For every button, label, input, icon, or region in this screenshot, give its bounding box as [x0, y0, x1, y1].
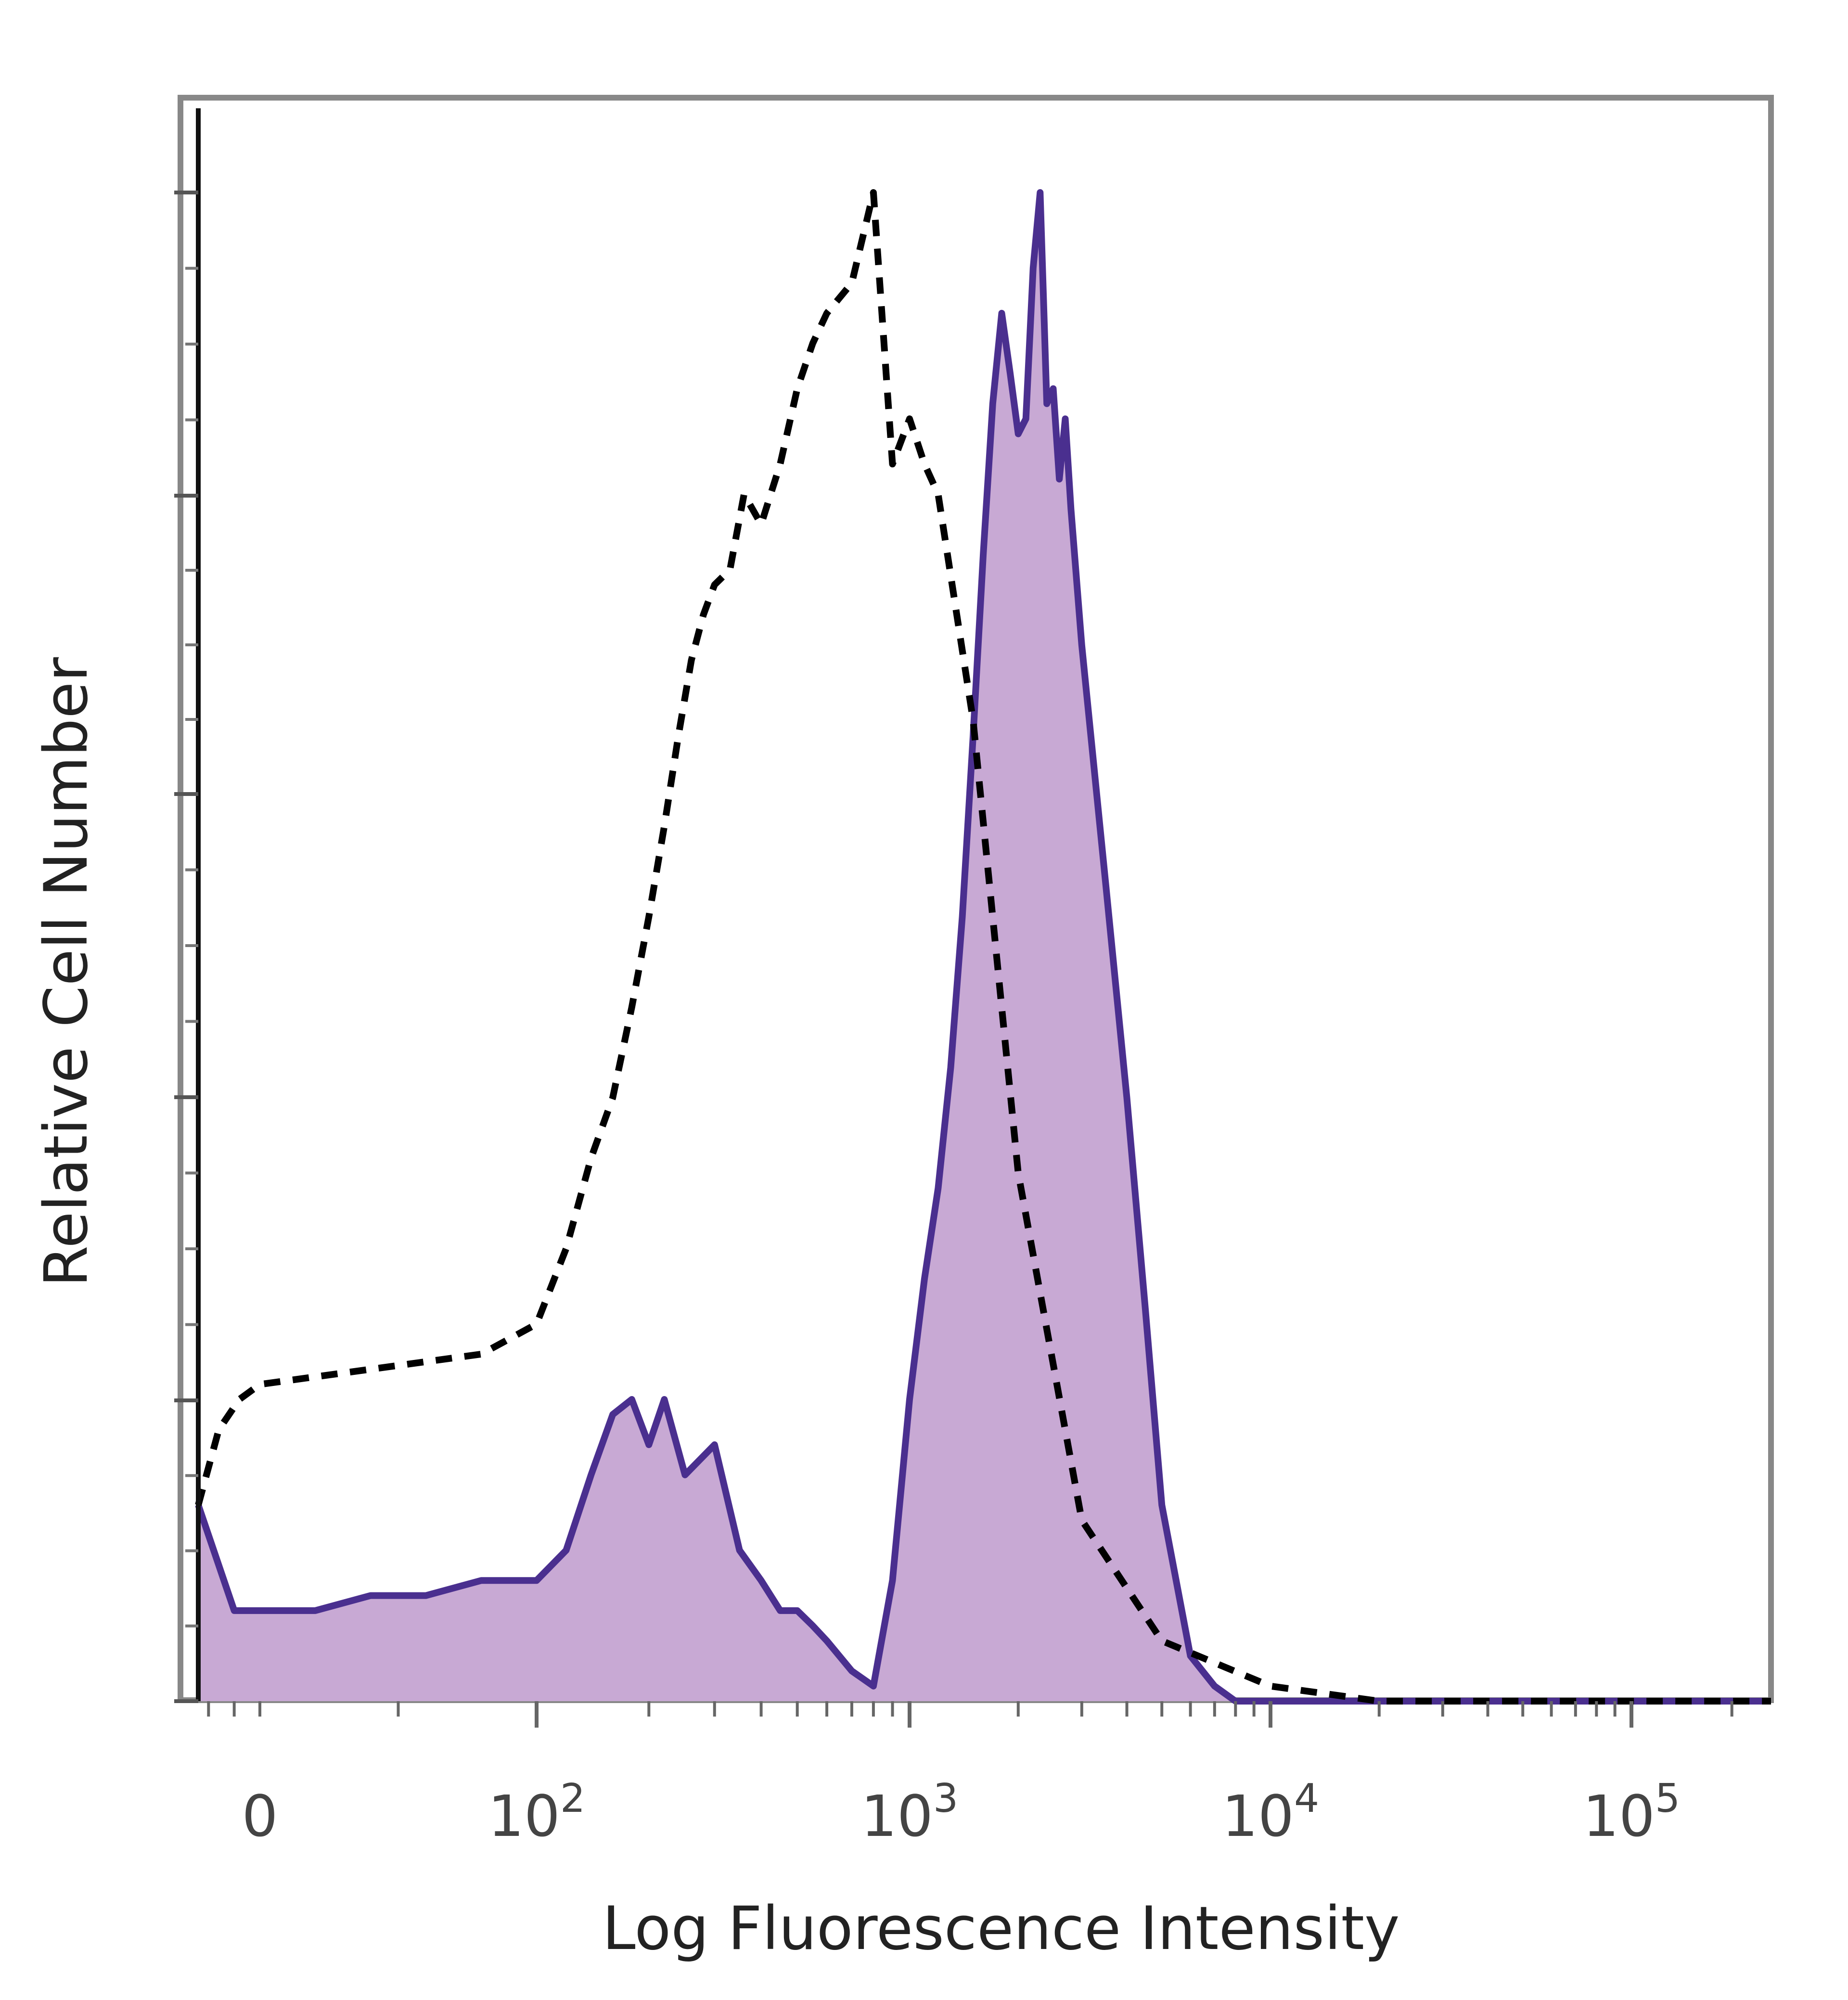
y-axis-ticks [174, 191, 198, 1703]
x-axis-ticks [207, 1701, 1733, 1728]
x-axis-tick-labels: 0 102 103 104 105 [242, 1776, 1680, 1849]
y-axis-title: Relative Cell Number [32, 657, 101, 1287]
x-tick-label: 105 [1583, 1776, 1680, 1849]
series-layer [195, 189, 1771, 1705]
x-tick-label: 104 [1222, 1776, 1319, 1849]
x-tick-label: 103 [861, 1776, 958, 1849]
stained-histogram-fill [198, 192, 1771, 1701]
x-axis-title: Log Fluorescence Intensity [603, 1894, 1400, 1963]
x-tick-label: 102 [488, 1776, 585, 1849]
x-tick-label: 0 [242, 1783, 278, 1849]
stained-histogram-line [195, 189, 1771, 1705]
